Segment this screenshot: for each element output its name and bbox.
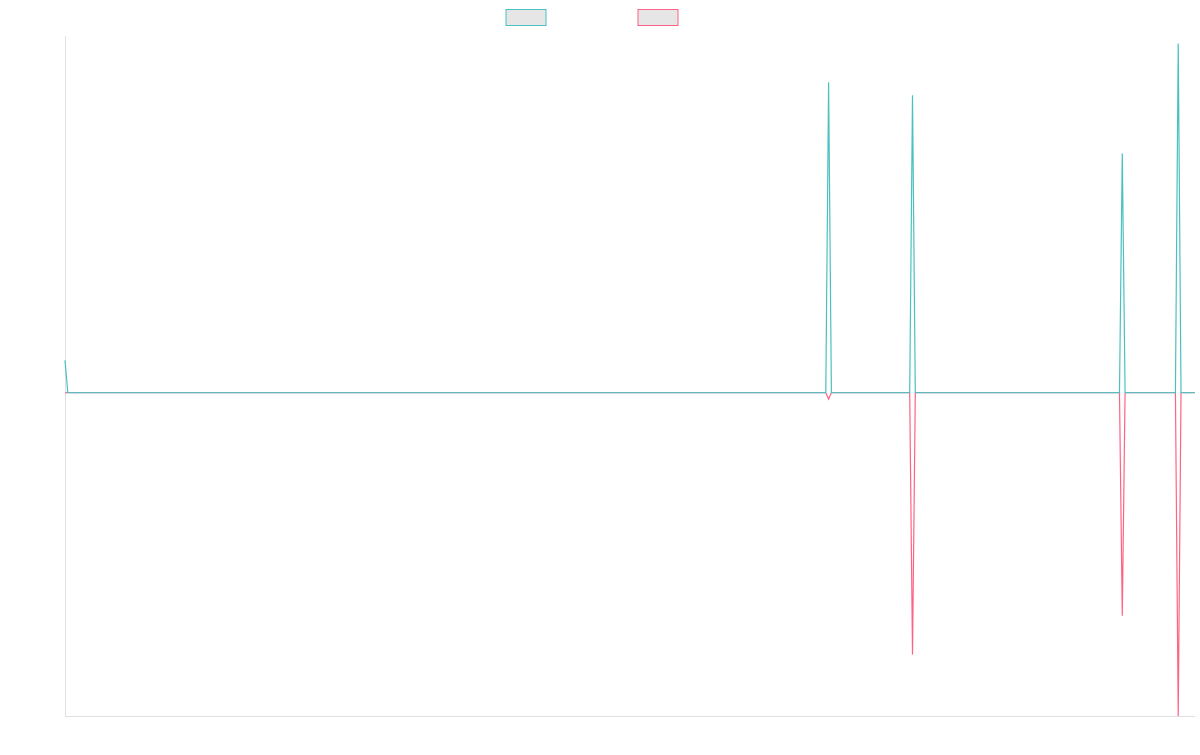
legend-swatch-series-1[interactable] bbox=[505, 9, 547, 26]
series-1-line bbox=[64, 43, 1195, 394]
legend-swatch-series-2[interactable] bbox=[637, 9, 679, 26]
axes bbox=[65, 36, 1195, 717]
series-2-line bbox=[65, 392, 1195, 717]
plot-area bbox=[64, 43, 1195, 717]
legend[interactable] bbox=[505, 9, 679, 26]
